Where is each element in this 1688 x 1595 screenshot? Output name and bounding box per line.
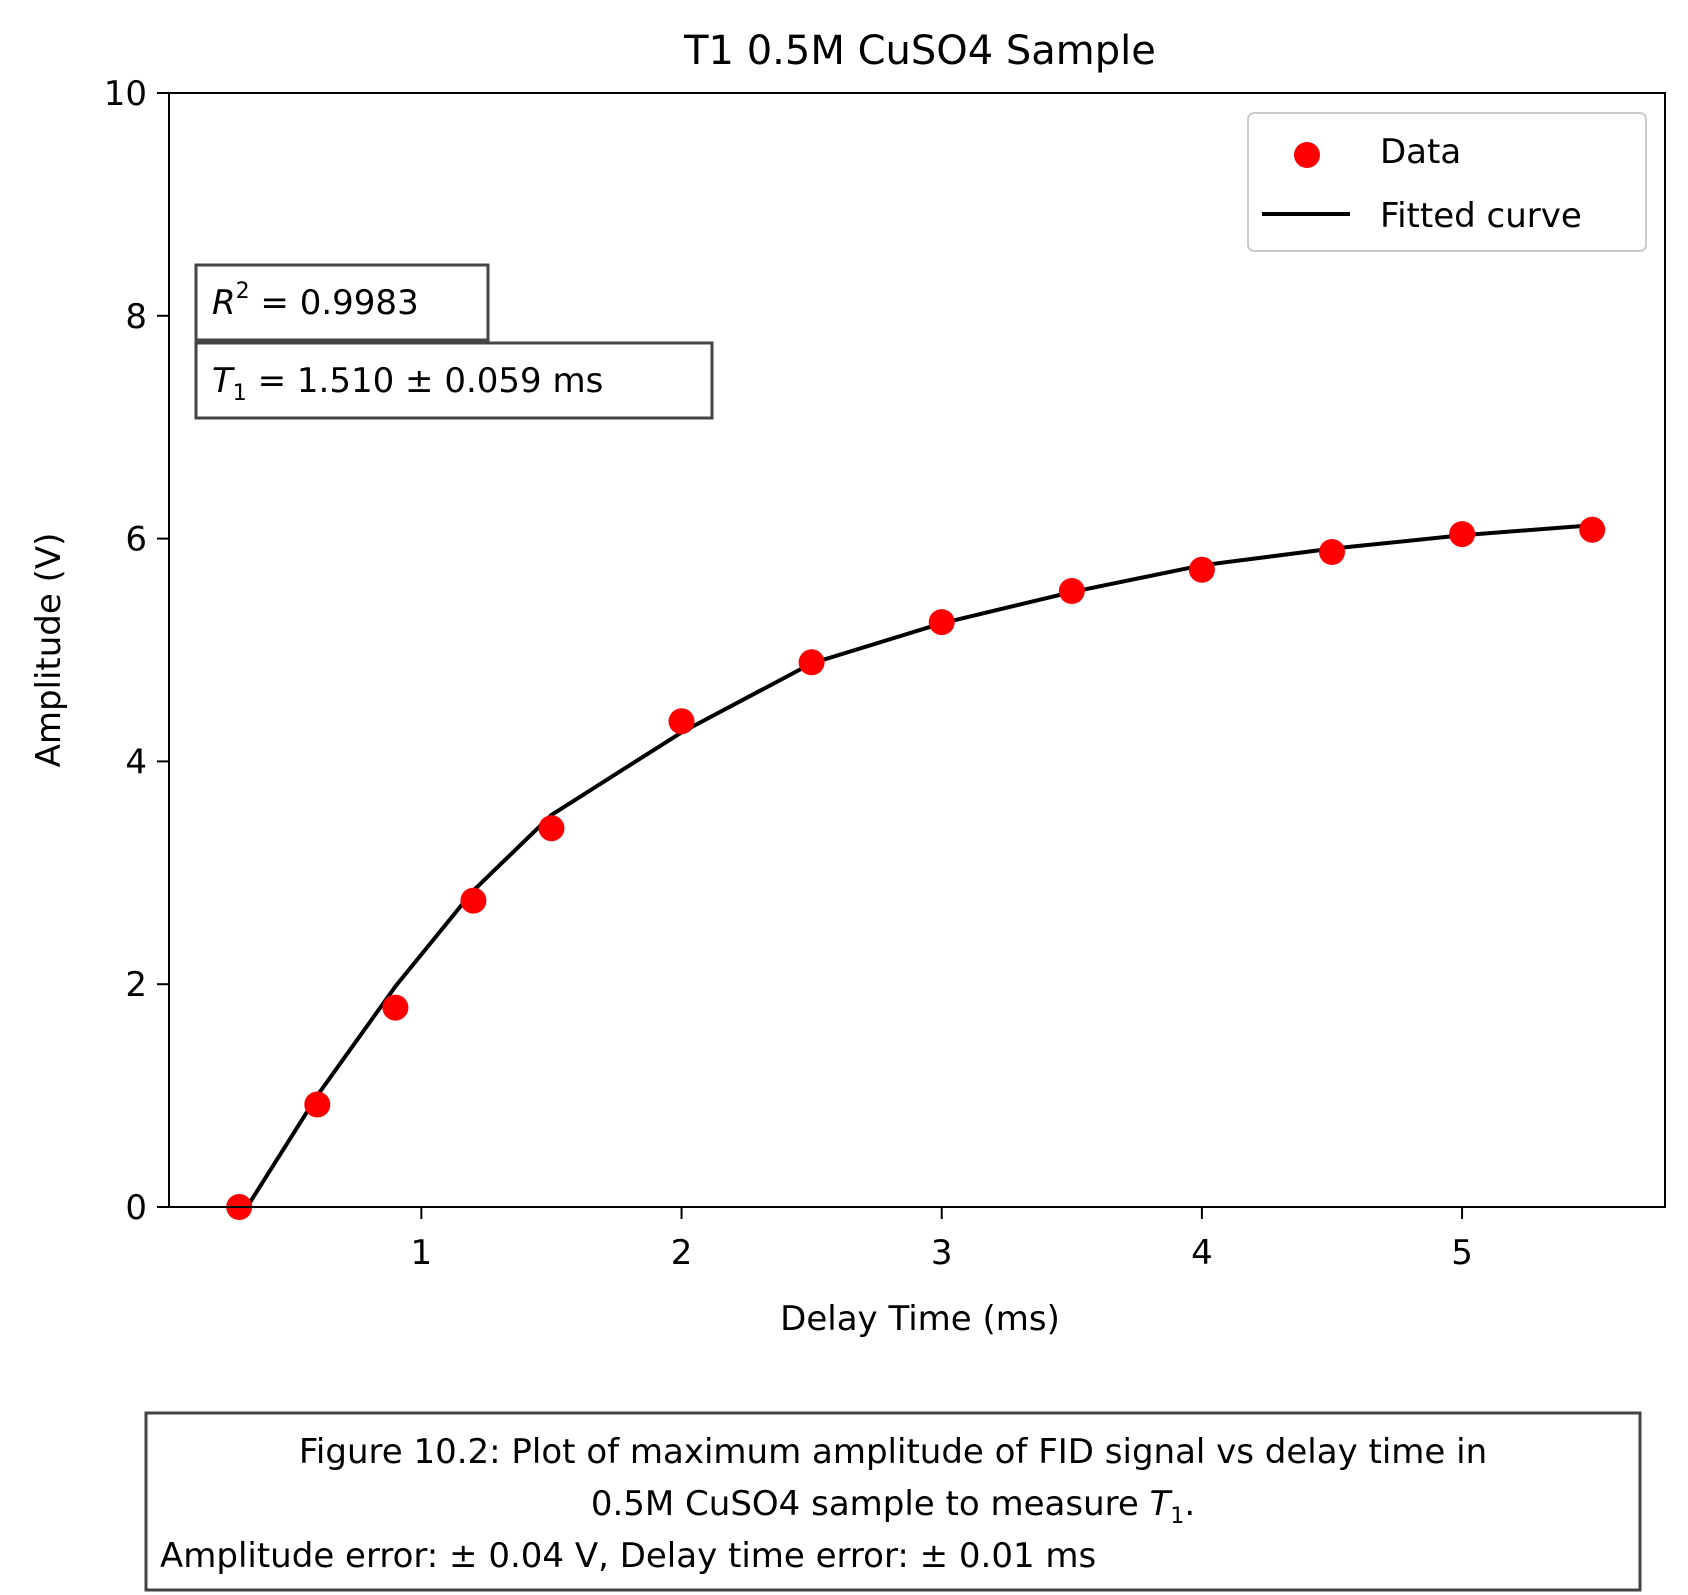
y-tick-label: 6 bbox=[125, 520, 147, 560]
caption-line-2-suffix: . bbox=[1184, 1484, 1195, 1524]
data-point bbox=[1579, 516, 1606, 543]
r2-text: R2 = 0.9983 bbox=[212, 279, 419, 323]
y-tick-label: 8 bbox=[125, 297, 147, 337]
t1-text: T1 = 1.510 ± 0.059 ms bbox=[212, 361, 603, 406]
data-point bbox=[1319, 539, 1345, 565]
legend-label-data: Data bbox=[1380, 132, 1461, 172]
chart-title: T1 0.5M CuSO4 Sample bbox=[683, 28, 1156, 74]
x-tick-label: 4 bbox=[1191, 1233, 1213, 1273]
legend: Data Fitted curve bbox=[1247, 112, 1647, 252]
t1-symbol: T bbox=[212, 361, 235, 401]
legend-label-fitted: Fitted curve bbox=[1380, 196, 1582, 236]
x-axis-label: Delay Time (ms) bbox=[780, 1299, 1060, 1339]
t1-subscript: 1 bbox=[233, 381, 247, 406]
r2-annotation: R2 = 0.9983 bbox=[194, 263, 490, 342]
legend-marker-data bbox=[1294, 142, 1320, 168]
y-tick-label: 0 bbox=[125, 1188, 147, 1228]
x-tick-label: 2 bbox=[671, 1233, 693, 1273]
caption-line-3: Amplitude error: ± 0.04 V, Delay time er… bbox=[160, 1536, 1096, 1576]
y-tick-label: 2 bbox=[125, 965, 147, 1005]
caption-t1-subscript: 1 bbox=[1170, 1504, 1184, 1529]
y-tick-label: 10 bbox=[104, 74, 147, 114]
caption-t1-symbol: T bbox=[1150, 1484, 1173, 1524]
x-tick-label: 5 bbox=[1451, 1233, 1473, 1273]
figure-caption: Figure 10.2: Plot of maximum amplitude o… bbox=[144, 1411, 1642, 1592]
caption-box bbox=[144, 1411, 1642, 1592]
data-point bbox=[1188, 556, 1215, 583]
data-point bbox=[460, 887, 487, 914]
data-point bbox=[538, 815, 565, 842]
data-point bbox=[382, 994, 409, 1021]
data-point bbox=[1449, 521, 1476, 548]
legend-frame bbox=[1247, 112, 1647, 252]
t1-value: = 1.510 ± 0.059 ms bbox=[247, 361, 604, 401]
r2-symbol: R bbox=[212, 283, 236, 323]
data-point bbox=[798, 649, 825, 676]
plot-marks bbox=[226, 516, 1606, 1220]
caption-line-1: Figure 10.2: Plot of maximum amplitude o… bbox=[299, 1432, 1487, 1472]
r2-superscript: 2 bbox=[236, 279, 250, 304]
caption-line-2: 0.5M CuSO4 sample to measure T1. bbox=[591, 1484, 1195, 1529]
y-axis-label: Amplitude (V) bbox=[29, 533, 69, 768]
x-tick-label: 3 bbox=[931, 1233, 953, 1273]
data-point bbox=[304, 1091, 331, 1118]
t1-annotation: T1 = 1.510 ± 0.059 ms bbox=[194, 341, 714, 420]
data-point bbox=[1058, 578, 1085, 604]
r2-box bbox=[194, 263, 490, 342]
r2-value: = 0.9983 bbox=[250, 283, 419, 323]
x-axis-ticks: 1 2 3 4 5 bbox=[411, 1207, 1473, 1273]
y-tick-label: 4 bbox=[125, 742, 147, 782]
data-point bbox=[668, 708, 695, 735]
fitted-curve-line bbox=[245, 523, 1595, 1209]
t1-box bbox=[194, 341, 714, 420]
x-tick-label: 1 bbox=[411, 1233, 433, 1273]
plot-frame bbox=[168, 92, 1666, 1208]
data-point bbox=[928, 609, 955, 636]
caption-line-2-prefix: 0.5M CuSO4 sample to measure bbox=[591, 1484, 1150, 1524]
y-axis-ticks: 0 2 4 6 8 10 bbox=[104, 74, 169, 1228]
